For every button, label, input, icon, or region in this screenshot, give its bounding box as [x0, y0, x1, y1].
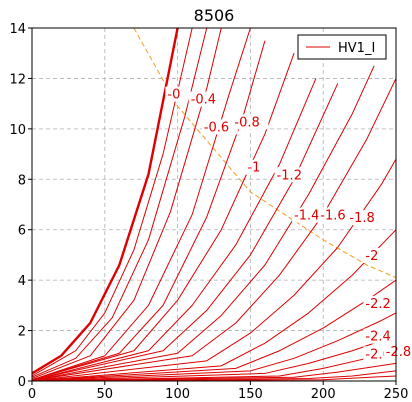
curve-label-bg — [201, 119, 238, 135]
x-tick-label: 50 — [97, 387, 114, 402]
curve-vg--1.8 — [32, 65, 375, 381]
curve-vg--3.6 — [32, 370, 396, 381]
curve-label: -2.2 — [365, 297, 390, 312]
curve-label-bg — [363, 247, 384, 263]
curve-label-bg — [245, 159, 266, 175]
curve-vg--1 — [32, 40, 266, 381]
curve-vg--3.4 — [32, 362, 396, 381]
y-tick-label: 14 — [9, 22, 26, 37]
curve-label: -2 — [365, 249, 378, 264]
curve-label: -0 — [167, 88, 180, 103]
curve-vg-0 — [32, 28, 179, 375]
x-tick-label: 150 — [238, 387, 263, 402]
curve-label: -1.8 — [349, 211, 374, 226]
curve-label: -2.4 — [365, 330, 390, 345]
curve-vg--0.2 — [32, 28, 193, 377]
curve-vg--0.4 — [32, 28, 208, 378]
y-tick-label: 4 — [18, 274, 26, 289]
curve-label: -0.4 — [191, 93, 216, 108]
curve-label-bg — [363, 328, 400, 344]
curve-label-bg — [318, 207, 355, 223]
curve-label-bg — [274, 167, 311, 183]
curve-vg--0.6 — [32, 28, 222, 379]
curve-labels: -0 -0.4 -0.6 -0.8 -1 -1.2 -1.4 -1.6 -1.8 -2 -2.2 -2… — [165, 86, 412, 362]
curve-label-bg — [188, 91, 225, 107]
curve-label: -1 — [247, 161, 260, 176]
curve-label: -1.2 — [277, 168, 302, 183]
curve-vg--2.8 — [32, 312, 396, 381]
curve-label: -1.4 — [294, 209, 319, 224]
y-axis: 0 2 4 6 8 10 12 14 — [9, 22, 32, 390]
chart-title: 8506 — [194, 6, 235, 25]
y-tick-label: 10 — [9, 123, 26, 138]
curve-vg--1.4 — [32, 78, 317, 381]
legend: HV1_I — [297, 34, 387, 60]
curves — [32, 28, 396, 381]
curve-label: -0.6 — [204, 120, 229, 135]
curve-label: -0.8 — [234, 115, 259, 130]
curve-label-bg — [383, 343, 412, 359]
curve-vg--2.4 — [32, 229, 396, 381]
x-tick-label: 200 — [311, 387, 336, 402]
curve-label-bg — [232, 114, 269, 130]
x-tick-label: 250 — [384, 387, 409, 402]
curve-label-bg — [363, 295, 400, 311]
curve-label: -2.8 — [386, 345, 411, 360]
legend-label: HV1_I — [338, 41, 375, 56]
x-tick-label: 0 — [28, 387, 36, 402]
x-tick-label: 100 — [165, 387, 190, 402]
y-tick-label: 2 — [18, 325, 26, 340]
x-axis: 0 50 100 150 200 250 — [28, 381, 409, 402]
y-tick-label: 0 — [18, 375, 26, 390]
load-line-layer — [133, 28, 396, 279]
curve-vg--1.6 — [32, 83, 339, 381]
y-tick-label: 12 — [9, 72, 26, 87]
curve-vg--1.2 — [32, 53, 295, 381]
y-tick-label: 8 — [18, 173, 26, 188]
y-tick-label: 6 — [18, 224, 26, 239]
curve-vg--2 — [32, 78, 396, 381]
curve-vg--2.2 — [32, 158, 396, 381]
curve-label: -1.6 — [320, 209, 345, 224]
curve-vg--3 — [32, 335, 396, 381]
curve-label-bg — [347, 210, 384, 226]
curve-label-bg — [165, 86, 186, 102]
curve-vg--0.8 — [32, 28, 251, 381]
load-line — [133, 28, 396, 279]
plot-frame — [31, 27, 397, 382]
